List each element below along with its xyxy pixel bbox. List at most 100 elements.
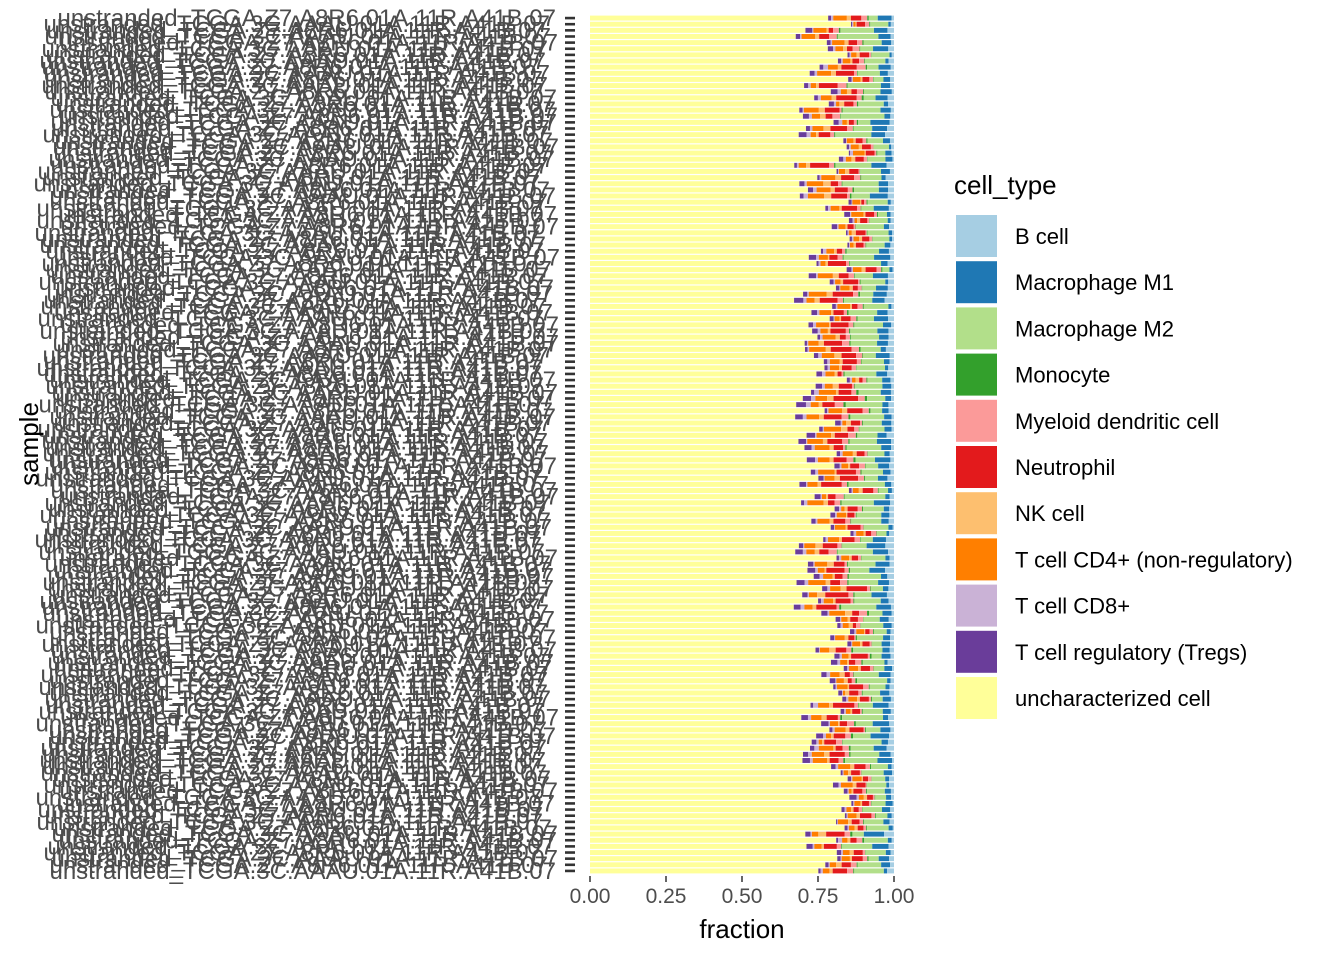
bar-segment <box>815 383 823 389</box>
bar-segment <box>842 58 851 64</box>
bar-segment <box>845 518 851 524</box>
bar-segment <box>888 230 893 236</box>
y-tick-label: unstranded_TCGA.3C.AAAU.01A.11R.A41B.07 <box>43 11 550 38</box>
bar-segment <box>828 205 831 211</box>
bar-segment <box>839 285 841 291</box>
bar-segment <box>867 788 885 794</box>
bar-segment <box>818 469 835 475</box>
bar-segment <box>590 242 848 248</box>
bar-segment <box>873 629 887 635</box>
bar-segment <box>809 70 815 76</box>
bar-segment <box>853 126 873 131</box>
bar-segment <box>806 438 808 444</box>
bar-segment <box>881 862 891 868</box>
bar-segment <box>865 475 878 481</box>
bar-segment <box>887 764 892 770</box>
bar-segment <box>833 310 844 316</box>
bar-segment <box>834 573 843 579</box>
bar-segment <box>819 647 830 653</box>
bar-segment <box>889 119 894 125</box>
bar-segment <box>853 850 863 855</box>
bar-segment <box>590 119 834 125</box>
bar-segment <box>864 58 886 64</box>
y-tick-label: unstranded_TCGA.Z7.A8R6.01A.11R.A41B.07 <box>58 827 557 854</box>
bar-segment <box>850 708 853 714</box>
bar-segment <box>878 181 889 187</box>
bar-segment <box>838 758 844 763</box>
bar-segment <box>862 420 864 426</box>
bar-segment <box>833 27 839 33</box>
bar-segment <box>868 696 872 702</box>
bar-segment <box>860 359 862 365</box>
bar-segment <box>801 715 808 721</box>
bar-segment <box>811 113 821 119</box>
bar-segment <box>859 46 861 52</box>
bar-segment <box>863 40 882 46</box>
bar-segment <box>888 524 893 530</box>
bar-segment <box>818 132 831 138</box>
legend-label: T cell regulatory (Tregs) <box>1015 640 1247 665</box>
bar-segment <box>813 187 817 193</box>
bar-segment <box>840 451 843 457</box>
bar-segment <box>804 445 812 451</box>
y-tick-label: unstranded_TCGA.3C.AAAU.01A.11R.A41B.07 <box>44 686 551 713</box>
bar-segment <box>590 52 848 58</box>
bar-segment <box>815 34 820 39</box>
bar-segment <box>891 144 894 150</box>
bar-segment <box>839 365 842 371</box>
bar-segment <box>842 690 843 696</box>
bar-segment <box>807 438 823 444</box>
y-tick-label: unstranded_TCGA.Z7.A8R6.01A.11R.A41B.07 <box>42 754 541 781</box>
bar-segment <box>867 451 869 457</box>
bar-segment <box>851 236 854 242</box>
bar-segment <box>814 70 818 76</box>
bar-segment <box>845 708 851 714</box>
bar-segment <box>875 457 891 463</box>
bar-segment <box>888 328 894 334</box>
bar-segment <box>834 475 840 481</box>
bar-segment <box>833 702 855 708</box>
bar-segment <box>855 224 857 230</box>
y-tick-label: unstranded_TCGA.Z7.A8R6.01A.11R.A41B.07 <box>57 5 556 32</box>
y-tick-label: unstranded_TCGA.3C.AAAU.01A.11R.A41B.07 <box>33 171 540 198</box>
bar-segment <box>856 52 860 58</box>
bar-segment <box>873 76 874 82</box>
bar-segment <box>851 76 853 82</box>
bar-segment <box>887 813 892 819</box>
bar-segment <box>590 494 815 500</box>
bar-segment <box>880 690 890 696</box>
bar-segment <box>881 518 889 524</box>
bar-segment <box>832 303 836 309</box>
bar-segment <box>822 334 836 340</box>
y-tick-label: unstranded_TCGA.3C.AAAU.01A.11R.A41B.07 <box>50 453 557 480</box>
bar-segment <box>835 420 841 426</box>
bar-segment <box>590 254 809 260</box>
bar-segment <box>836 34 838 39</box>
bar-segment <box>885 150 892 156</box>
bar-segment <box>825 592 849 598</box>
bar-segment <box>847 242 850 248</box>
y-tick-label: unstranded_TCGA.3C.AAAU.01A.11R.A41B.07 <box>47 563 554 590</box>
bar-segment <box>834 524 846 530</box>
y-tick-label: unstranded_TCGA.3C.AAAU.01A.11R.A41B.07 <box>52 330 559 357</box>
bar-segment <box>888 598 894 604</box>
bar-segment <box>820 868 823 874</box>
bar-segment <box>808 273 817 279</box>
bar-segment <box>850 144 859 150</box>
bar-segment <box>815 469 819 475</box>
bar-segment <box>853 138 856 144</box>
bar-segment <box>834 727 846 733</box>
bar-segment <box>804 83 809 89</box>
bar-segment <box>590 211 845 217</box>
y-tick-label: unstranded_TCGA.Z7.A8R6.01A.11R.A41B.07 <box>58 201 557 228</box>
bar-segment <box>847 481 849 487</box>
bar-segment <box>863 156 868 162</box>
bar-segment <box>590 825 845 831</box>
bar-segment <box>590 389 812 395</box>
bar-segment <box>857 616 864 622</box>
bar-segment <box>862 144 871 150</box>
bar-segment <box>823 475 825 481</box>
y-tick-label: unstranded_TCGA.3C.AAAU.01A.11R.A41B.07 <box>42 441 549 468</box>
bar-segment <box>828 494 836 500</box>
